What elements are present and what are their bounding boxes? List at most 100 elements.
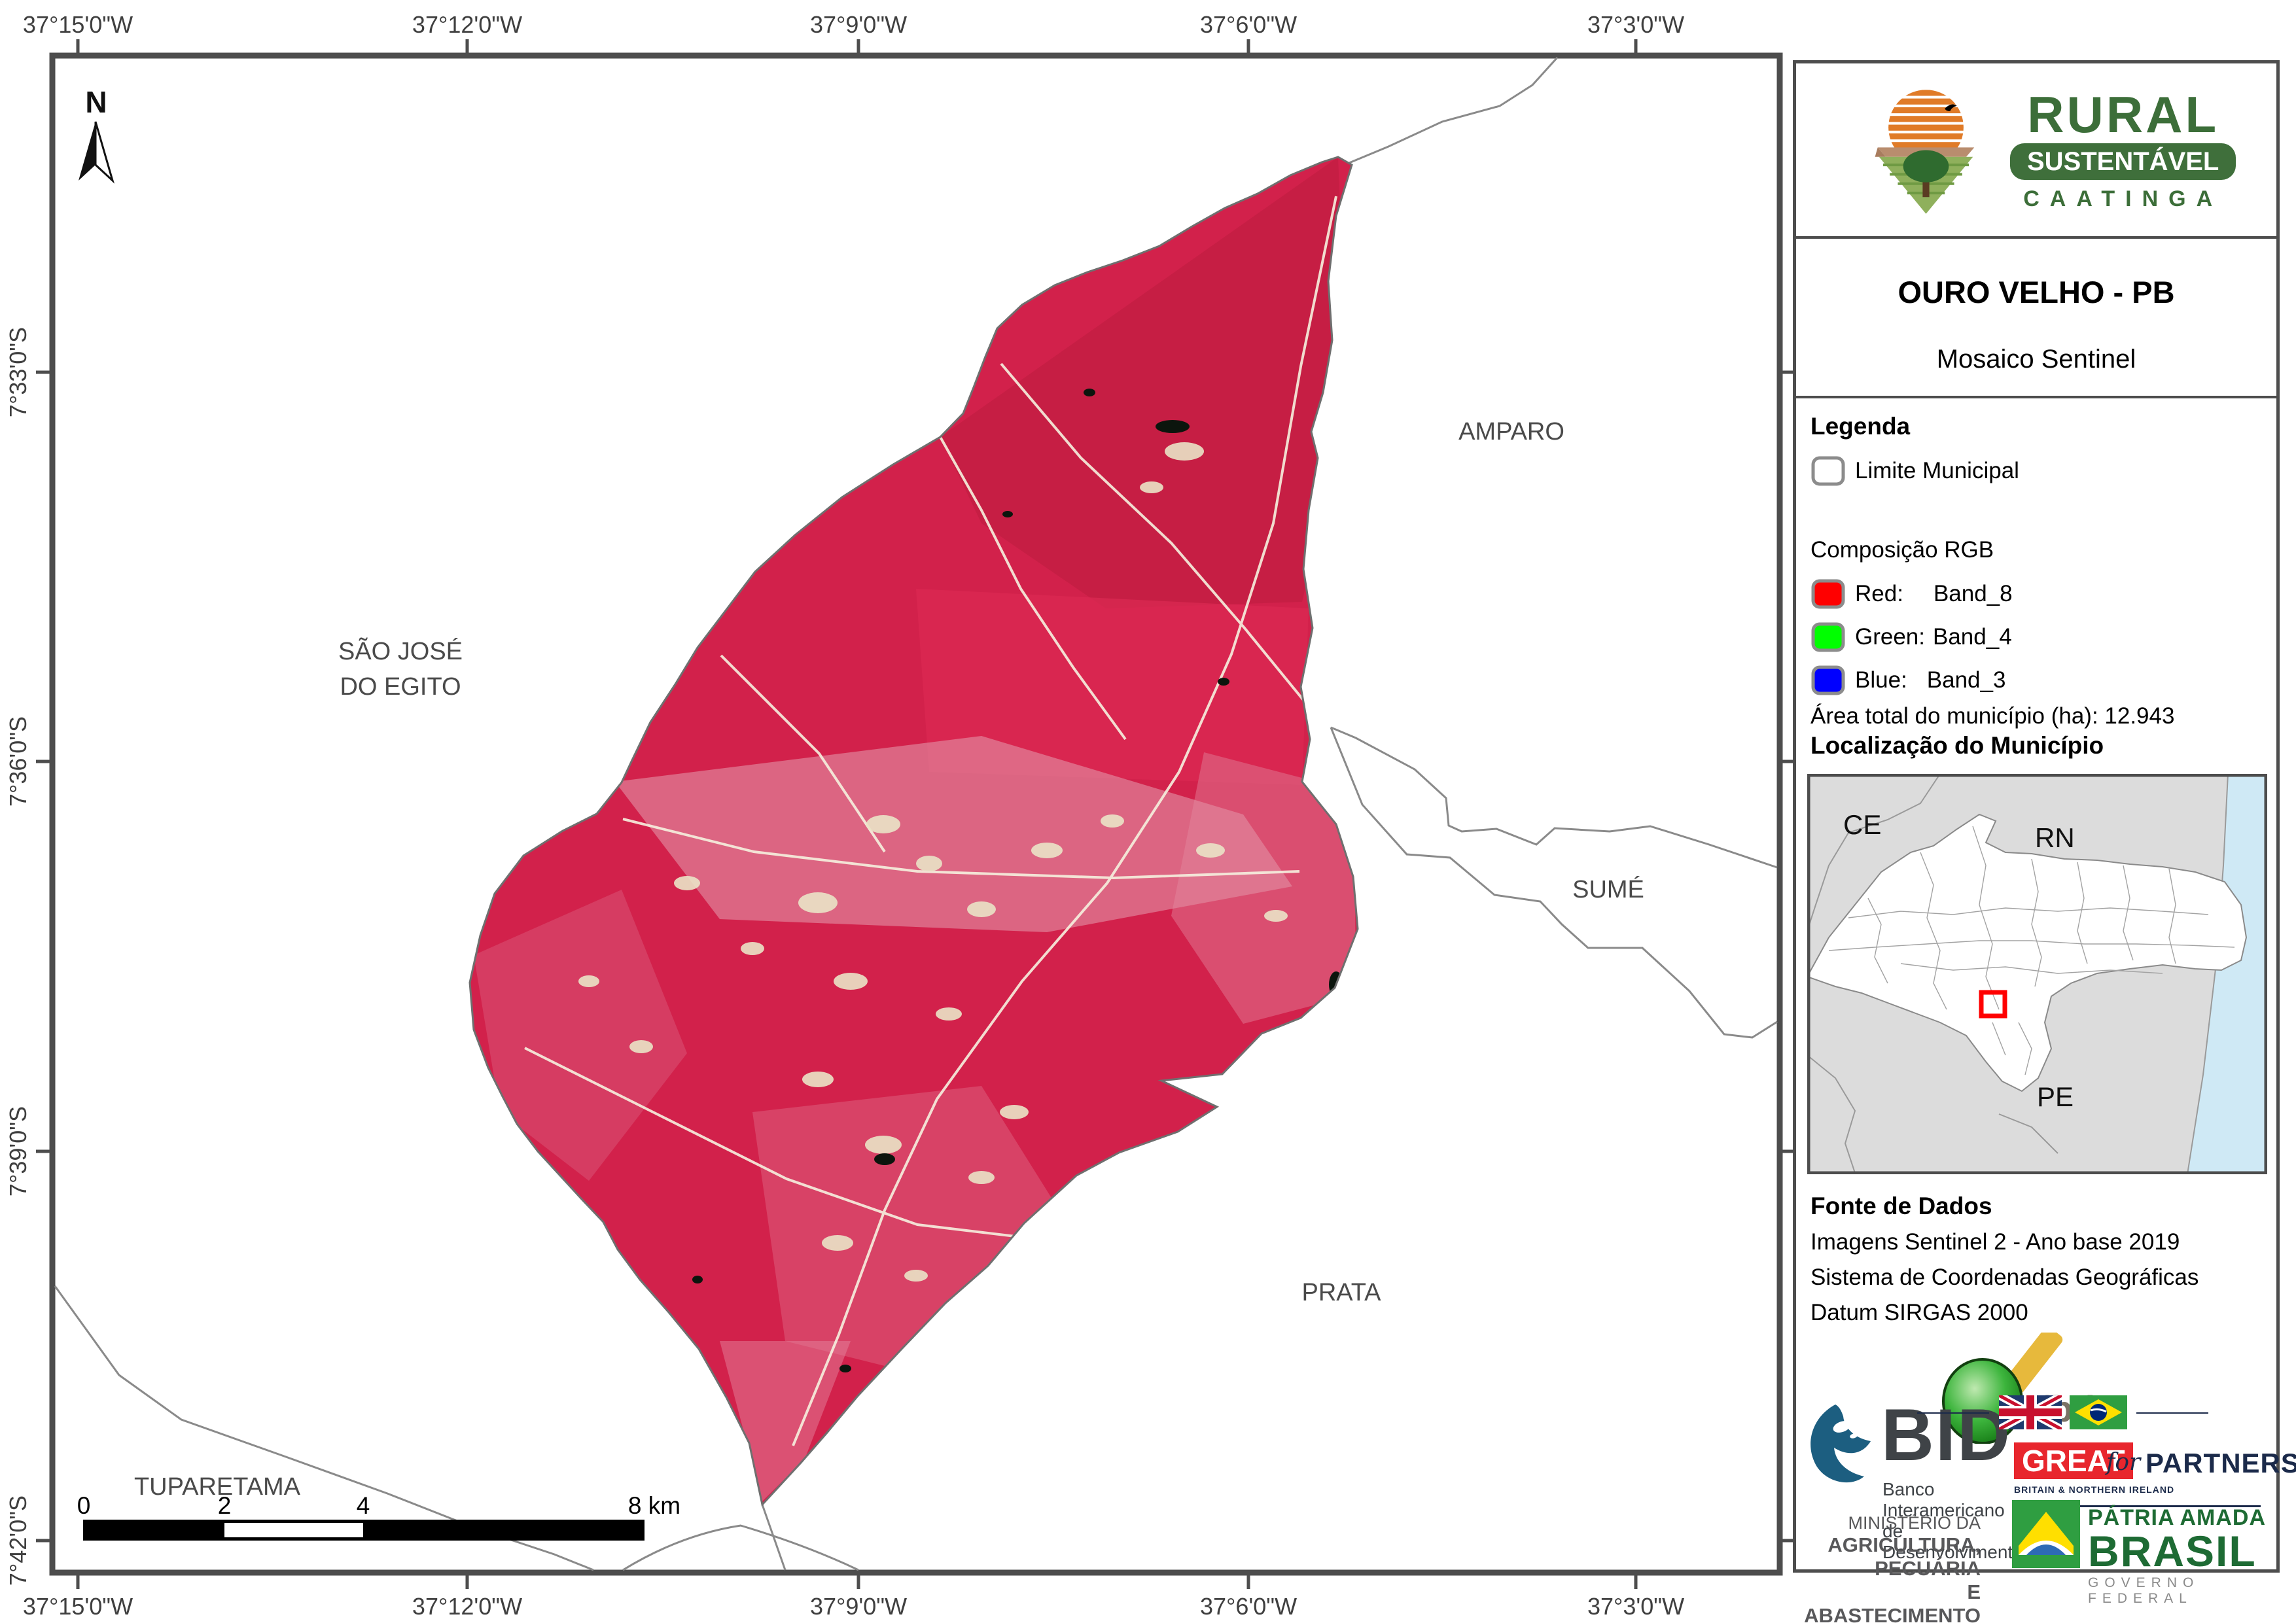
inset-highlight-box	[1979, 990, 2007, 1019]
lon-label: 37°9'0"W	[810, 1593, 907, 1620]
uk-flag-icon	[1999, 1395, 2062, 1429]
great-box: GREAT	[2014, 1442, 2133, 1479]
lat-label: 7°42'0"S	[5, 1495, 31, 1586]
lon-labels-bottom: 37°15'0"W 37°12'0"W 37°9'0"W 37°6'0"W 37…	[23, 1593, 1684, 1620]
lon-label: 37°3'0"W	[1587, 1593, 1684, 1620]
side-panel: RURAL SUSTENTÁVEL CAATINGA OURO VELHO - …	[1793, 60, 2296, 1623]
scalebar-4: 4	[357, 1492, 370, 1519]
bid-logo-icon	[1810, 1405, 1871, 1483]
location-inset-map: CE RN PE	[1807, 774, 2267, 1174]
label-prata: PRATA	[1301, 1279, 1381, 1306]
limite-swatch	[1811, 456, 1845, 486]
lon-label: 37°12'0"W	[412, 1593, 522, 1620]
legend-header: Legenda	[1810, 413, 1911, 440]
legend-item-green: Green: Band_4	[1810, 621, 2031, 654]
label-sume: SUMÉ	[1572, 875, 1644, 903]
scalebar-2: 2	[218, 1492, 232, 1519]
logo-word-caatinga: CAATINGA	[2023, 186, 2223, 211]
great-for: for	[2106, 1449, 2141, 1476]
scalebar-0: 0	[77, 1492, 91, 1519]
area-total-label: Área total do município (ha):	[1810, 703, 2098, 729]
map-subtitle: Mosaico Sentinel	[1936, 345, 2136, 374]
inset-label-ce: CE	[1843, 809, 1881, 840]
source-line-2: Sistema de Coordenadas Geográficas	[1810, 1265, 2199, 1290]
inset-label-pe: PE	[2037, 1081, 2074, 1112]
source-header: Fonte de Dados	[1810, 1193, 1992, 1219]
scalebar-8km: 8 km	[628, 1492, 680, 1519]
divider	[1796, 396, 2276, 398]
lon-label: 37°3'0"W	[1587, 11, 1684, 38]
patria-line-1: PÁTRIA AMADA	[2088, 1505, 2267, 1530]
lat-labels: 7°33'0"S 7°36'0"S 7°39'0"S 7°42'0"S	[5, 327, 31, 1586]
inset-label-rn: RN	[2035, 822, 2075, 853]
source-line-3: Datum SIRGAS 2000	[1810, 1300, 2028, 1325]
bid-logo-text: BID	[1881, 1394, 2011, 1476]
brasil-government-logo-icon	[2012, 1500, 2080, 1568]
label-sao-jose-2: DO EGITO	[340, 673, 461, 701]
lat-label: 7°33'0"S	[5, 327, 31, 417]
inset-state-pb	[1807, 813, 2248, 1092]
source-line-1: Imagens Sentinel 2 - Ano base 2019	[1810, 1229, 2180, 1255]
label-amparo: AMPARO	[1458, 418, 1564, 445]
tree-trunk	[1922, 177, 1930, 198]
lat-label: 7°36'0"S	[5, 716, 31, 807]
ministry-line-2: AGRICULTURA, PECUÁRIA	[1828, 1533, 1981, 1580]
graticule-ticks	[36, 39, 1796, 1589]
lon-label: 37°15'0"W	[23, 1593, 133, 1620]
bird-icon	[1945, 104, 1957, 112]
bid-caption-1: Banco Interamericano	[1882, 1479, 2005, 1520]
decorative-rule-right	[2136, 1412, 2208, 1414]
lon-label: 37°12'0"W	[412, 11, 522, 38]
great-subtitle: BRITAIN & NORTHERN IRELAND	[2014, 1484, 2175, 1495]
legend-green-label: Green:	[1855, 624, 1925, 650]
great-partnership: PARTNERSHIP	[2146, 1448, 2296, 1478]
area-total-value: 12.943	[2104, 703, 2175, 729]
patria-line-3: GOVERNO FEDERAL	[2088, 1575, 2200, 1606]
lon-label: 37°9'0"W	[810, 11, 907, 38]
logo-word-sustentavel: SUSTENTÁVEL	[2010, 143, 2236, 180]
location-header: Localização do Município	[1810, 732, 2104, 759]
label-tuparetama: TUPARETAMA	[134, 1473, 301, 1501]
lon-label: 37°15'0"W	[23, 11, 133, 38]
municipality-boundary	[468, 156, 1359, 1507]
divider	[1796, 236, 2276, 239]
logo-word-rural: RURAL	[2027, 86, 2219, 143]
inset-municipal-lines	[1828, 826, 2235, 1075]
neighbor-boundaries	[54, 56, 1778, 1571]
decorative-rule-left	[1917, 1412, 1989, 1414]
blue-swatch	[1811, 665, 1845, 695]
great-rule	[2032, 1505, 2261, 1507]
legend-blue-band: Band_3	[1926, 667, 2006, 693]
ministry-block: MINISTÉRIO DA AGRICULTURA, PECUÁRIA E AB…	[1796, 1513, 1981, 1623]
scale-bar: 0 2 4 8 km	[77, 1492, 680, 1541]
ministry-line-1: MINISTÉRIO DA	[1848, 1513, 1981, 1533]
label-sao-jose-1: SÃO JOSÉ	[338, 637, 463, 665]
legend-red-band: Band_8	[1933, 581, 2013, 606]
lon-label: 37°6'0"W	[1200, 1593, 1297, 1620]
area-total-line: Área total do município (ha): 12.943	[1810, 703, 2174, 729]
lon-label: 37°6'0"W	[1200, 11, 1297, 38]
rural-sustentavel-logo: RURAL SUSTENTÁVEL CAATINGA	[1859, 83, 2236, 217]
legend-red-label: Red:	[1855, 581, 1903, 606]
neighbor-labels: AMPARO SÃO JOSÉ DO EGITO SUMÉ PRATA TUPA…	[134, 418, 1644, 1501]
red-swatch	[1811, 579, 1845, 609]
patria-line-2: BRASIL	[2088, 1527, 2257, 1575]
bid-logo: BID Banco Interamericano de Desenvolvime…	[1801, 1394, 2037, 1572]
legend-limite-label: Limite Municipal	[1855, 458, 2019, 483]
bid-caption-2: de Desenvolvimento	[1882, 1521, 2023, 1562]
patria-amada-block: PÁTRIA AMADA BRASIL GOVERNO FEDERAL	[2088, 1505, 2276, 1607]
caatinga-logo-icon	[1875, 90, 1975, 214]
lat-label: 7°39'0"S	[5, 1106, 31, 1196]
north-arrow: N	[79, 85, 115, 184]
tree-crown	[1903, 150, 1949, 183]
lon-labels-top: 37°15'0"W 37°12'0"W 37°9'0"W 37°6'0"W 37…	[23, 11, 1684, 38]
inset-ocean	[2187, 774, 2267, 1174]
north-arrow-label: N	[85, 85, 107, 119]
legend-green-band: Band_4	[1933, 624, 2012, 650]
brazil-flag-icon	[2070, 1395, 2127, 1429]
legend-item-limite: Limite Municipal	[1810, 455, 2019, 487]
legend-item-red: Red: Band_8	[1810, 578, 2032, 610]
legend-item-blue: Blue: Band_3	[1810, 664, 2025, 697]
